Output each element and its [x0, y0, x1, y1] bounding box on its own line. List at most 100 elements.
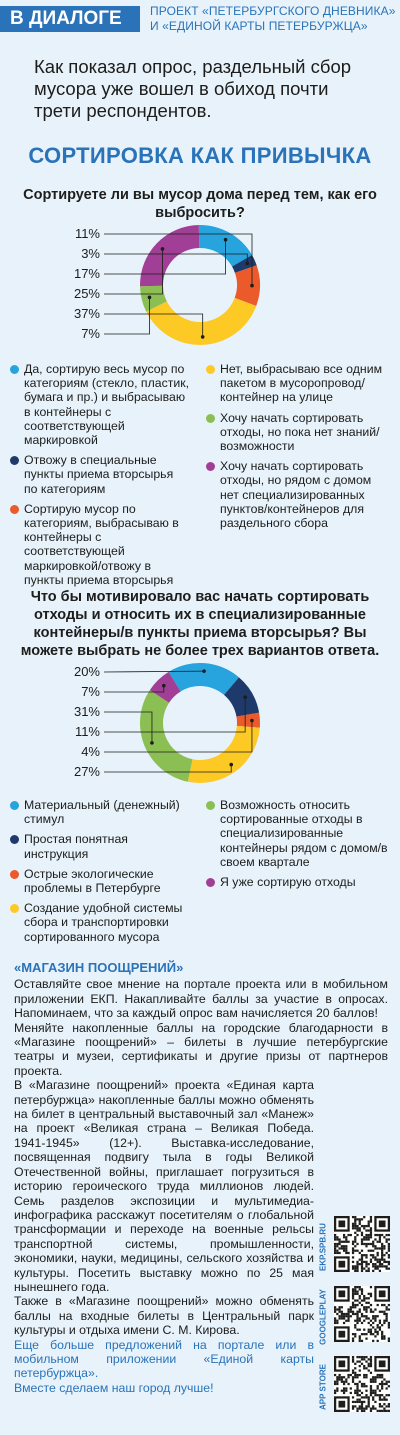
shop-paragraph-4: Также в «Магазине поощрений» можно обмен…	[14, 1294, 314, 1338]
chart1-legend-item: Сортирую мусор по категориям, выбрасываю…	[10, 502, 190, 587]
qr-code-icon[interactable]	[334, 1286, 390, 1342]
chart2-value-label: 4%	[81, 744, 100, 759]
chart2-leader-dot	[150, 741, 154, 745]
legend-label: Отвожу в специальные пункты приема вторс…	[24, 453, 174, 496]
chart1-value-label: 3%	[81, 246, 100, 261]
legend-dot-icon	[206, 801, 215, 810]
lead-text: Как показал опрос, раздельный сбор мусор…	[34, 56, 352, 121]
chart1-leader-dot	[147, 295, 152, 300]
legend-dot-icon	[10, 835, 19, 845]
qr-code-icon[interactable]	[334, 1216, 390, 1272]
shop-paragraph-6: Вместе сделаем наш город лучше!	[14, 1380, 214, 1395]
legend-label: Острые экологические проблемы в Петербур…	[24, 866, 161, 896]
chart2-legend-left: Материальный (денежный) стимул Простая по…	[10, 798, 190, 950]
chart1-legend-item: Отвожу в специальные пункты приема вторс…	[10, 453, 190, 496]
project-caption: ПРОЕКТ «ПЕТЕРБУРГСКОГО ДНЕВНИКА» И «ЕДИН…	[150, 4, 398, 34]
chart1-leader-line	[104, 248, 163, 295]
chart1-value-label: 11%	[75, 226, 100, 241]
chart2-legend-right: Возможность относить сортированные отход…	[206, 798, 392, 895]
legend-dot-icon	[10, 869, 19, 879]
chart2-slice	[224, 677, 260, 717]
chart1-leader-dot	[200, 335, 205, 339]
project-caption-line1: ПРОЕКТ «ПЕТЕРБУРГСКОГО ДНЕВНИКА»	[150, 4, 396, 18]
shop-title: «МАГАЗИН ПООЩРЕНИЙ»	[14, 960, 184, 975]
chart2-leader-line	[104, 764, 232, 773]
chart2-value-label: 7%	[81, 684, 100, 699]
legend-label: Материальный (денежный) стимул	[24, 798, 180, 827]
qr-label-googleplay: GOOGLEPLAY	[318, 1289, 328, 1345]
qr-label-appstore: APP STORE	[318, 1364, 328, 1410]
chart2-legend-item: Создание удобной системы сбора и транспо…	[10, 901, 190, 944]
legend-label: Нет, выбрасываю все одним пакетом в мусо…	[220, 362, 383, 405]
chart2-value-label: 27%	[74, 764, 100, 779]
chart2-leader-dot	[202, 669, 206, 673]
chart2-slice	[140, 690, 193, 782]
chart2-legend-item: Я уже сортирую отходы	[206, 875, 392, 889]
legend-label: Да, сортирую весь мусор по категориям (с…	[24, 362, 190, 448]
qr-label-portal: EKP.SPB.RU	[318, 1223, 328, 1271]
qr-block-portal: EKP.SPB.RU	[316, 1212, 396, 1282]
shop-paragraph-2: Меняйте накопленные баллы на городские б…	[14, 1020, 388, 1078]
chart2-slice	[187, 725, 260, 783]
legend-label: Я уже сортирую отходы	[220, 875, 356, 890]
chart1-legend-item: Хочу начать сортировать отходы, но пока …	[206, 411, 392, 454]
page-title: СОРТИРОВКА КАК ПРИВЫЧКА	[28, 143, 372, 168]
chart1-slice	[139, 225, 200, 287]
chart1-leader-dot	[245, 261, 250, 266]
chart2-legend-item: Материальный (денежный) стимул	[10, 798, 190, 826]
chart1-title: Сортируете ли вы мусор дома перед тем, к…	[23, 187, 377, 221]
chart2-leader-dot	[250, 718, 254, 723]
chart1-leader-line	[104, 313, 204, 337]
qr-block-googleplay: GOOGLEPLAY	[316, 1282, 396, 1352]
shop-paragraph-5: Еще больше предложений на портале или в …	[14, 1337, 314, 1381]
legend-dot-icon	[206, 878, 215, 888]
chart2-leader-line	[104, 720, 253, 753]
chart2-value-label: 20%	[74, 664, 100, 679]
chart1-slice	[146, 297, 257, 345]
chart1-leader-dot	[160, 247, 165, 251]
legend-label: Простая понятная инструкция	[24, 832, 128, 861]
chart1-legend-left: Да, сортирую весь мусор по категориям (с…	[10, 362, 190, 593]
chart1-donut: 11% 3% 17% 25% 37% 7%	[74, 225, 260, 345]
chart2-leader-line	[104, 697, 246, 733]
chart1-value-label: 7%	[81, 326, 100, 341]
chart1-legend-item: Нет, выбрасываю все одним пакетом в мусо…	[206, 362, 392, 405]
chart1-leader-dot	[223, 237, 228, 242]
legend-label: Хочу начать сортировать отходы, но пока …	[220, 410, 380, 454]
chart2-title: Что бы мотивировало вас начать сортирова…	[20, 589, 380, 659]
legend-label: Возможность относить сортированные отход…	[220, 798, 388, 869]
legend-dot-icon	[10, 904, 19, 914]
chart2-legend-item: Простая понятная инструкция	[10, 832, 190, 861]
chart1-value-label: 37%	[74, 306, 100, 321]
chart2-legend-item: Острые экологические проблемы в Петербур…	[10, 867, 190, 895]
chart2-leader-dot	[243, 695, 247, 700]
chart2-legend-item: Возможность относить сортированные отход…	[206, 798, 392, 869]
chart2-leader-line	[103, 670, 205, 673]
project-caption-line2: И «ЕДИНОЙ КАРТЫ ПЕТЕРБУРЖЦА»	[150, 19, 368, 33]
section-badge: В ДИАЛОГЕ	[0, 6, 140, 32]
chart1-legend-item: Да, сортирую весь мусор по категориям (с…	[10, 362, 190, 447]
chart2-leader-dot	[162, 683, 166, 688]
header: В ДИАЛОГЕ ПРОЕКТ «ПЕТЕРБУРГСКОГО ДНЕВНИК…	[0, 0, 400, 48]
qr-block-appstore: APP STORE	[316, 1352, 396, 1422]
legend-dot-icon	[10, 456, 19, 466]
legend-dot-icon	[206, 413, 215, 423]
chart1-legend-item: Хочу начать сортировать отходы, но рядом…	[206, 459, 392, 530]
chart1-slice	[140, 285, 167, 312]
chart1-leader-line	[104, 297, 150, 335]
legend-dot-icon	[10, 504, 19, 514]
shop-paragraph-3: В «Магазине поощрений» проекта «Единая к…	[14, 1078, 314, 1294]
chart1-leader-line	[104, 233, 253, 286]
chart2-slice	[236, 712, 260, 728]
chart1-slice	[234, 265, 260, 306]
legend-label: Создание удобной системы сбора и транспо…	[24, 901, 183, 944]
chart2-leader-line	[104, 711, 153, 743]
chart2-donut: 20% 7% 31% 11% 4% 27%	[74, 663, 260, 783]
chart1-leader-line	[104, 253, 248, 264]
qr-code-icon[interactable]	[334, 1356, 390, 1412]
legend-dot-icon	[10, 801, 19, 810]
chart1-slice	[232, 255, 257, 273]
chart2-value-label: 31%	[74, 704, 100, 719]
chart1-value-label: 25%	[74, 286, 100, 301]
